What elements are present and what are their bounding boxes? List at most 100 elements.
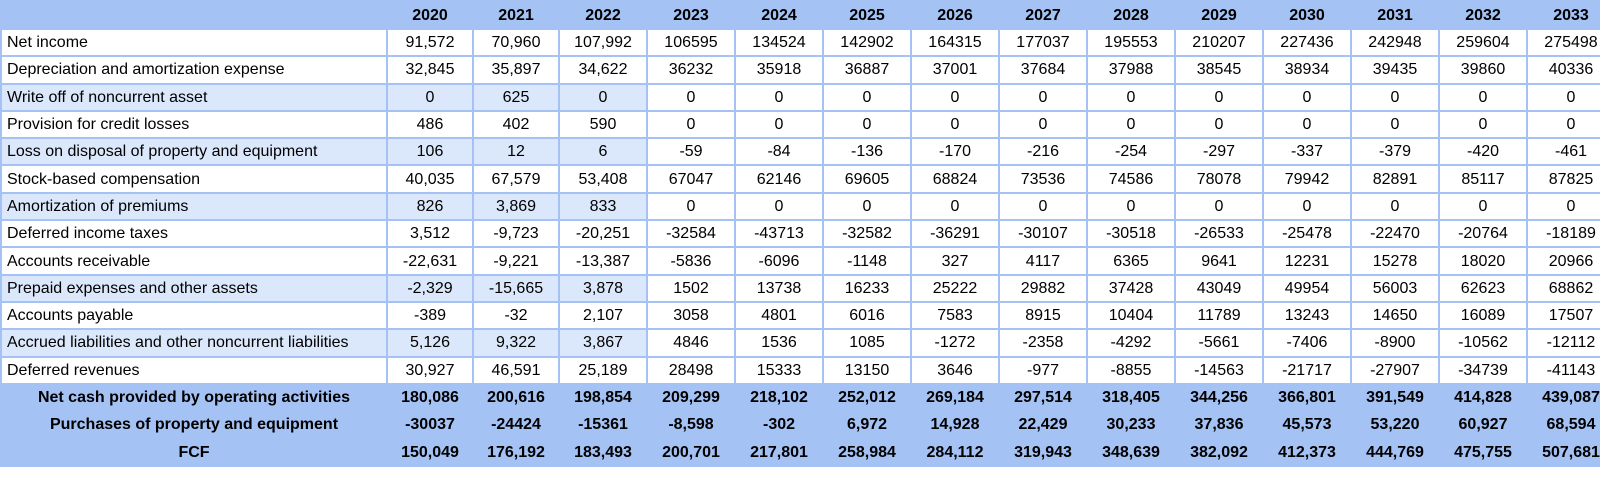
value-cell: 0: [1262, 82, 1352, 112]
value-cell: 37,836: [1174, 410, 1264, 440]
value-cell: -25478: [1262, 219, 1352, 249]
value-cell: 833: [558, 191, 648, 222]
value-cell: -461: [1526, 137, 1600, 167]
value-cell: 3,512: [386, 219, 474, 249]
value-cell: 37001: [910, 55, 1000, 85]
value-cell: 6,972: [822, 410, 912, 440]
value-cell: -10562: [1438, 328, 1528, 358]
year-header: 2025: [822, 0, 912, 30]
header-row: 2020 2021 2022 2023 2024 2025 2026 2027 2028 2029…: [0, 0, 1600, 30]
value-cell: 227436: [1262, 27, 1352, 58]
value-cell: -254: [1086, 137, 1176, 167]
value-cell: -27907: [1350, 355, 1440, 385]
value-cell: 28498: [646, 355, 736, 385]
value-cell: 6016: [822, 300, 912, 331]
value-cell: 183,493: [558, 437, 648, 467]
value-cell: 30,927: [386, 355, 474, 385]
value-cell: 40,035: [386, 164, 474, 194]
value-cell: 0: [646, 109, 736, 140]
value-cell: 79942: [1262, 164, 1352, 194]
value-cell: 1502: [646, 273, 736, 303]
cash-flow-table: 2020 2021 2022 2023 2024 2025 2026 2027 2028 2029…: [0, 0, 1600, 467]
value-cell: -216: [998, 137, 1088, 167]
value-cell: 258,984: [822, 437, 912, 467]
row-label: Accounts payable: [0, 300, 388, 331]
value-cell: 15333: [734, 355, 824, 385]
value-cell: -13,387: [558, 246, 648, 276]
value-cell: 0: [998, 109, 1088, 140]
value-cell: 32,845: [386, 55, 474, 85]
value-cell: -20,251: [558, 219, 648, 249]
value-cell: 70,960: [472, 27, 560, 58]
year-header: 2033: [1526, 0, 1600, 30]
header-corner: [0, 0, 388, 30]
value-cell: 35,897: [472, 55, 560, 85]
value-cell: 12: [472, 137, 560, 167]
value-cell: 37684: [998, 55, 1088, 85]
value-cell: 38934: [1262, 55, 1352, 85]
year-header: 2031: [1350, 0, 1440, 30]
value-cell: 0: [558, 82, 648, 112]
value-cell: 0: [646, 82, 736, 112]
value-cell: 67,579: [472, 164, 560, 194]
value-cell: 36887: [822, 55, 912, 85]
value-cell: -302: [734, 410, 824, 440]
row-label: Loss on disposal of property and equipme…: [0, 137, 388, 167]
table-row: Deferred income taxes 3,512 -9,723 -20,251 -…: [0, 219, 1600, 249]
value-cell: 2,107: [558, 300, 648, 331]
value-cell: 366,801: [1262, 382, 1352, 413]
value-cell: 29882: [998, 273, 1088, 303]
value-cell: 53,408: [558, 164, 648, 194]
value-cell: -24424: [472, 410, 560, 440]
value-cell: 176,192: [472, 437, 560, 467]
value-cell: 62146: [734, 164, 824, 194]
value-cell: 43049: [1174, 273, 1264, 303]
value-cell: -337: [1262, 137, 1352, 167]
table-row: Provision for credit losses 486 402 590 0 0 0 0…: [0, 109, 1600, 140]
value-cell: 0: [1174, 82, 1264, 112]
value-cell: 13150: [822, 355, 912, 385]
value-cell: 200,701: [646, 437, 736, 467]
value-cell: 40336: [1526, 55, 1600, 85]
row-label: Net income: [0, 27, 388, 58]
value-cell: 37988: [1086, 55, 1176, 85]
value-cell: 142902: [822, 27, 912, 58]
value-cell: -9,723: [472, 219, 560, 249]
value-cell: 0: [910, 82, 1000, 112]
value-cell: 56003: [1350, 273, 1440, 303]
value-cell: 14650: [1350, 300, 1440, 331]
value-cell: 91,572: [386, 27, 474, 58]
value-cell: 53,220: [1350, 410, 1440, 440]
value-cell: -34739: [1438, 355, 1528, 385]
value-cell: 8915: [998, 300, 1088, 331]
value-cell: 327: [910, 246, 1000, 276]
value-cell: 507,681: [1526, 437, 1600, 467]
value-cell: 4801: [734, 300, 824, 331]
value-cell: 107,992: [558, 27, 648, 58]
table-row: Prepaid expenses and other assets -2,329-…: [0, 273, 1600, 303]
value-cell: -2358: [998, 328, 1088, 358]
value-cell: -30107: [998, 219, 1088, 249]
value-cell: 3,878: [558, 273, 648, 303]
row-label: FCF: [0, 437, 388, 467]
value-cell: 7583: [910, 300, 1000, 331]
row-label: Purchases of property and equipment: [0, 410, 388, 440]
row-label: Deferred income taxes: [0, 219, 388, 249]
value-cell: -9,221: [472, 246, 560, 276]
value-cell: -136: [822, 137, 912, 167]
value-cell: -36291: [910, 219, 1000, 249]
value-cell: 3058: [646, 300, 736, 331]
value-cell: 275498: [1526, 27, 1600, 58]
row-label: Amortization of premiums: [0, 191, 388, 222]
value-cell: 14,928: [910, 410, 1000, 440]
table-row: Accounts payable -389 -32 2,107 3058 4801 6016…: [0, 300, 1600, 331]
value-cell: 200,616: [472, 382, 560, 413]
value-cell: 62623: [1438, 273, 1528, 303]
value-cell: 414,828: [1438, 382, 1528, 413]
year-header: 2020: [386, 0, 474, 30]
value-cell: 475,755: [1438, 437, 1528, 467]
value-cell: 5,126: [386, 328, 474, 358]
value-cell: 6: [558, 137, 648, 167]
value-cell: 10404: [1086, 300, 1176, 331]
value-cell: 4846: [646, 328, 736, 358]
